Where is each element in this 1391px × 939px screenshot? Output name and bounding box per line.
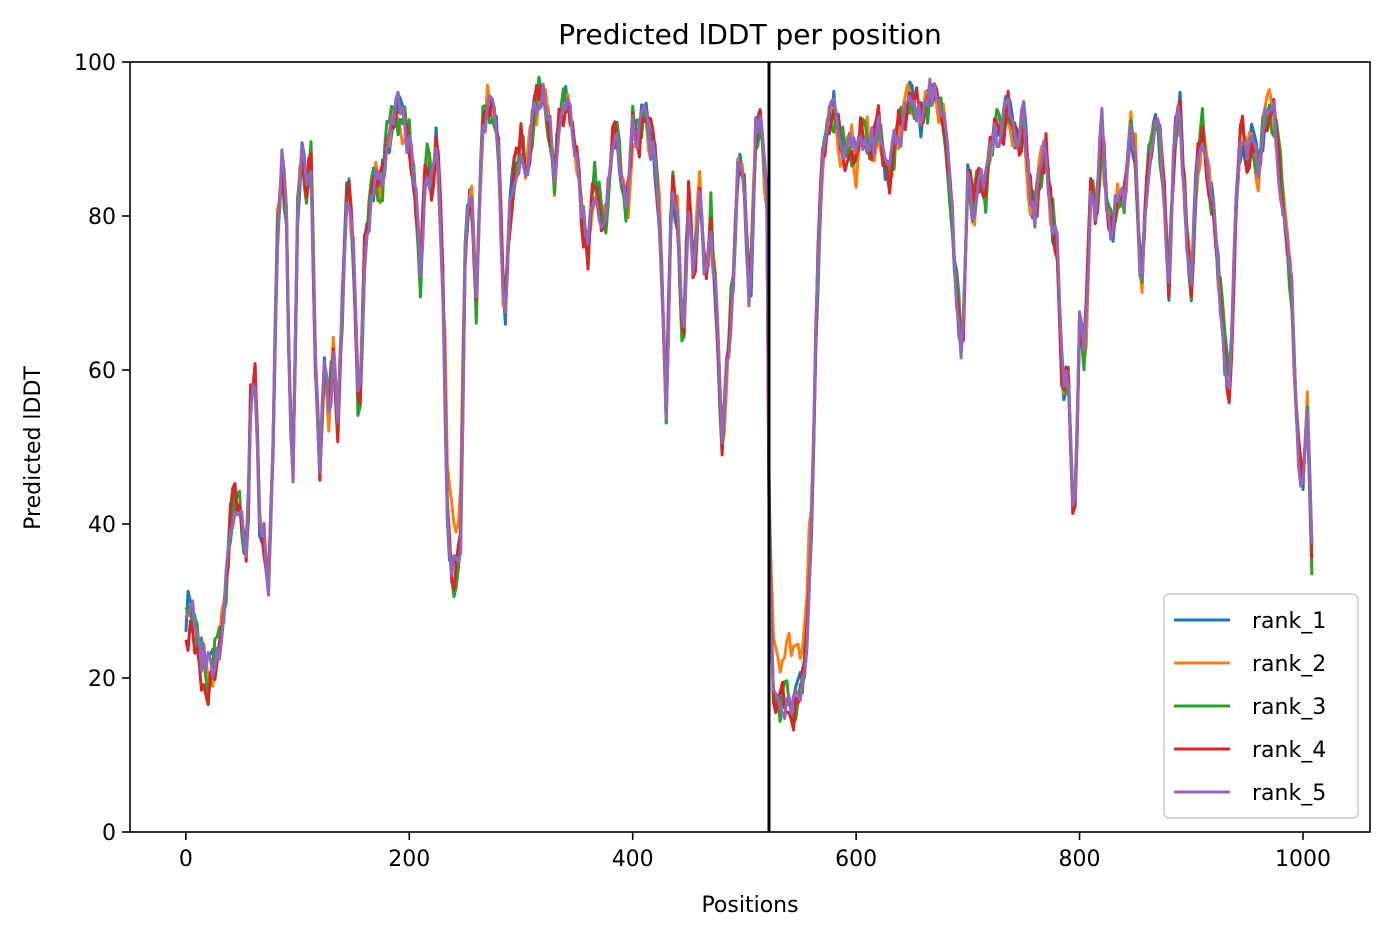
y-axis-label: Predicted lDDT <box>21 366 46 530</box>
series-line-rank_3 <box>184 75 1314 725</box>
y-tick-label: 40 <box>88 513 116 538</box>
x-tick-label: 200 <box>388 847 430 872</box>
y-tick-label: 20 <box>88 667 116 692</box>
x-tick-label: 400 <box>612 847 654 872</box>
x-tick-label: 800 <box>1059 847 1101 872</box>
legend: rank_1 rank_2 rank_3 rank_4 rank_5 <box>1163 593 1359 819</box>
series-line-rank_2 <box>184 83 1314 688</box>
series-line-rank_4 <box>184 83 1314 732</box>
legend-entry-label: rank_3 <box>1252 695 1326 720</box>
chart-title: Predicted lDDT per position <box>558 18 942 51</box>
x-tick-label: 0 <box>179 847 193 872</box>
y-tick-label: 80 <box>88 205 116 230</box>
legend-entry-label: rank_2 <box>1252 652 1326 677</box>
series-line-rank_5 <box>184 77 1314 721</box>
legend-entry-label: rank_4 <box>1252 738 1326 763</box>
legend-box <box>1163 593 1359 819</box>
y-tick-label: 60 <box>88 359 116 384</box>
axes-frame <box>129 61 1371 833</box>
x-tick-label: 600 <box>835 847 877 872</box>
plot-area <box>129 61 1371 833</box>
x-axis-label: Positions <box>701 893 798 918</box>
x-tick-label: 1000 <box>1275 847 1331 872</box>
x-ticks: 0 200 400 600 800 1000 <box>179 832 1331 872</box>
y-tick-label: 100 <box>74 51 116 76</box>
y-tick-label: 0 <box>102 821 116 846</box>
legend-entry-label: rank_5 <box>1252 781 1326 806</box>
y-ticks: 0 20 40 60 80 100 <box>74 51 130 846</box>
legend-entry-label: rank_1 <box>1252 609 1326 634</box>
series-line-rank_1 <box>184 80 1314 707</box>
